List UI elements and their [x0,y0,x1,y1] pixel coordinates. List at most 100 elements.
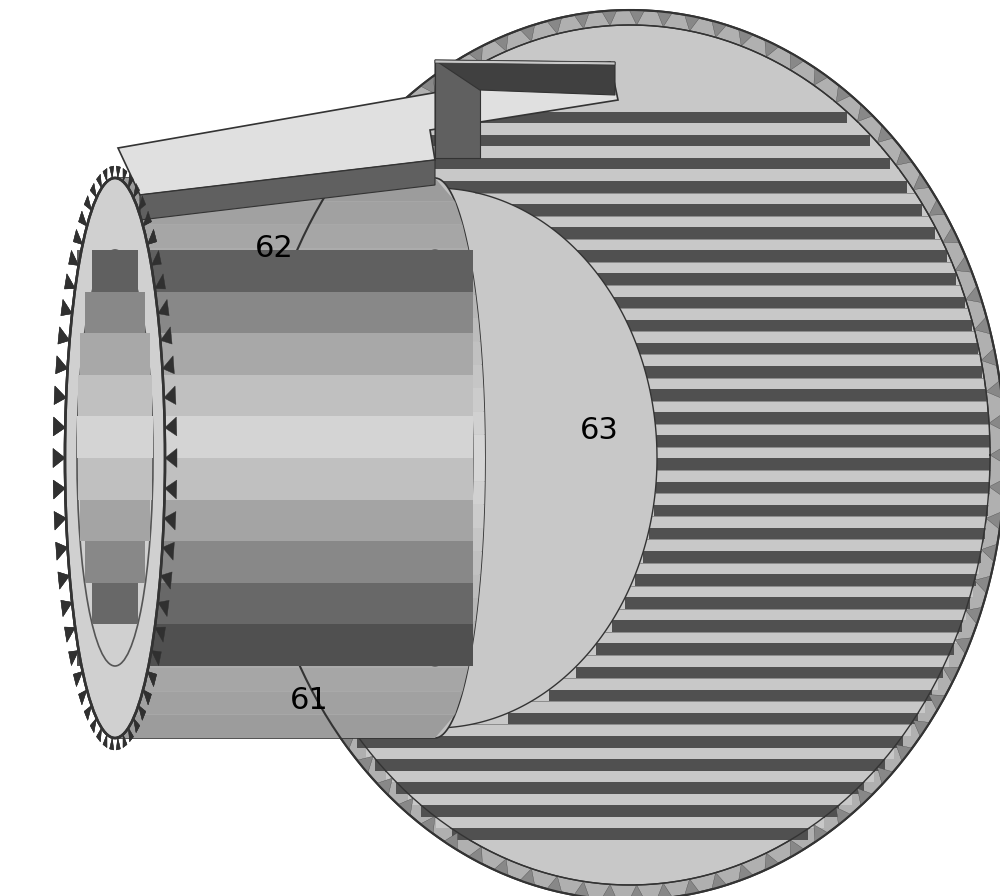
Polygon shape [955,256,972,272]
Polygon shape [647,377,984,389]
Polygon shape [353,181,630,193]
Polygon shape [255,462,270,480]
Polygon shape [345,193,395,204]
Polygon shape [390,134,630,146]
Polygon shape [836,807,851,825]
Polygon shape [118,62,618,195]
Polygon shape [647,539,983,551]
Polygon shape [629,10,645,25]
Polygon shape [444,832,458,850]
Polygon shape [143,690,151,705]
Polygon shape [115,541,435,604]
Polygon shape [408,794,630,806]
Polygon shape [110,737,114,750]
Polygon shape [989,413,1000,431]
Polygon shape [77,417,473,458]
Polygon shape [436,817,630,829]
Polygon shape [138,705,146,720]
Polygon shape [79,690,87,705]
Polygon shape [160,572,172,590]
Polygon shape [73,671,83,686]
Polygon shape [636,343,978,355]
Text: 62: 62 [255,234,294,263]
Polygon shape [115,250,435,291]
Polygon shape [656,435,990,447]
Polygon shape [520,24,535,41]
Polygon shape [58,572,70,590]
Polygon shape [549,690,932,702]
Polygon shape [84,705,92,720]
Polygon shape [66,388,484,411]
Polygon shape [143,211,151,227]
Polygon shape [494,34,508,51]
Polygon shape [587,655,949,667]
Polygon shape [165,417,177,435]
Text: 61: 61 [290,685,329,714]
Polygon shape [103,168,107,182]
Polygon shape [79,211,87,227]
Polygon shape [116,166,120,178]
Polygon shape [685,879,700,895]
Polygon shape [981,544,997,562]
Polygon shape [70,574,480,598]
Polygon shape [335,702,339,713]
Polygon shape [564,678,938,690]
Polygon shape [413,112,630,123]
Polygon shape [294,241,311,257]
Polygon shape [533,216,929,228]
Polygon shape [58,327,70,344]
Polygon shape [96,174,102,188]
Polygon shape [857,788,873,806]
Polygon shape [612,620,962,632]
Polygon shape [739,864,753,881]
Polygon shape [103,168,107,182]
Polygon shape [164,386,176,404]
Polygon shape [115,291,435,333]
Polygon shape [468,46,482,64]
Polygon shape [138,705,146,720]
Polygon shape [657,447,990,459]
Polygon shape [61,600,72,616]
Polygon shape [158,600,169,616]
Polygon shape [626,320,972,332]
Polygon shape [357,756,373,773]
Polygon shape [471,724,911,736]
Polygon shape [84,195,92,211]
Polygon shape [70,318,480,341]
Polygon shape [143,211,151,227]
Polygon shape [339,160,355,177]
Polygon shape [84,705,92,720]
Polygon shape [655,424,989,435]
Polygon shape [943,668,960,683]
Polygon shape [574,13,589,29]
Polygon shape [657,883,672,896]
Polygon shape [435,60,615,65]
Polygon shape [649,528,985,539]
Polygon shape [630,817,824,829]
Polygon shape [577,250,947,262]
Polygon shape [357,137,373,154]
Polygon shape [630,771,874,782]
Polygon shape [66,504,484,528]
Polygon shape [160,327,172,344]
Polygon shape [110,166,114,178]
Polygon shape [955,638,972,654]
Polygon shape [349,724,399,736]
Polygon shape [375,759,630,771]
Polygon shape [435,60,480,158]
Polygon shape [73,229,83,245]
Polygon shape [138,195,146,211]
Polygon shape [685,14,700,31]
Polygon shape [69,650,79,666]
Polygon shape [90,184,96,198]
Polygon shape [96,728,102,742]
Polygon shape [597,273,956,285]
Polygon shape [64,274,75,289]
Polygon shape [630,181,907,193]
Polygon shape [640,355,980,366]
Polygon shape [331,216,337,228]
Polygon shape [155,274,166,289]
Polygon shape [605,632,958,643]
Polygon shape [147,229,157,245]
Polygon shape [857,105,873,122]
